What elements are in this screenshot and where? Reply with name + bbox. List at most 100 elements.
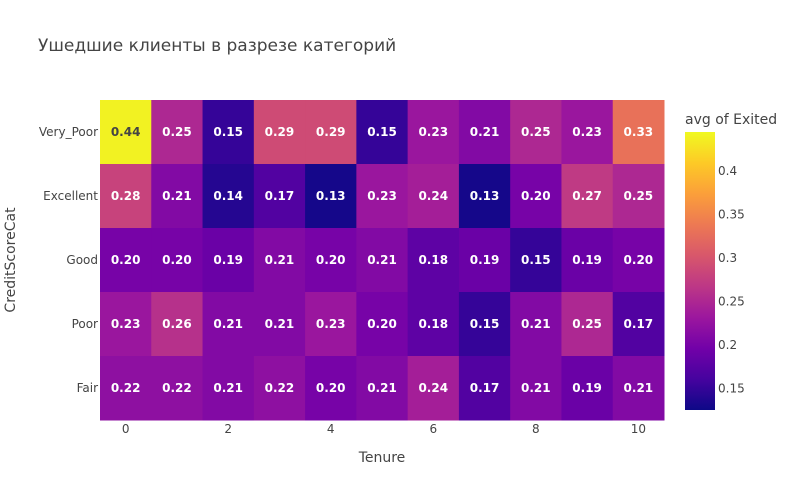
cell-value-label: 0.21 — [367, 381, 397, 395]
cell-value-label: 0.29 — [265, 125, 295, 139]
x-axis-ticks: 0 2 4 6 8 10 — [122, 422, 646, 436]
cell-value-label: 0.25 — [572, 317, 602, 331]
colorbar-tick-label: 0.35 — [718, 208, 745, 222]
heatmap-cell — [407, 356, 460, 421]
cell-value-label: 0.22 — [162, 381, 192, 395]
cell-value-label: 0.15 — [367, 125, 397, 139]
cell-value-label: 0.23 — [111, 317, 141, 331]
cell-value-label: 0.20 — [521, 189, 551, 203]
heatmap-cell — [510, 228, 562, 293]
cell-value-label: 0.17 — [265, 189, 295, 203]
heatmap-cell — [151, 356, 204, 421]
y-tick-label: Poor — [72, 317, 98, 331]
heatmap-cell — [202, 356, 255, 421]
cell-value-label: 0.20 — [316, 253, 346, 267]
cell-value-label: 0.27 — [572, 189, 602, 203]
cell-value-label: 0.21 — [162, 189, 192, 203]
y-tick-label: Fair — [77, 381, 98, 395]
heatmap-cell — [407, 228, 460, 293]
heatmap-cell — [407, 100, 460, 165]
colorbar-tick-label: 0.3 — [718, 251, 737, 265]
cell-value-label: 0.22 — [111, 381, 141, 395]
cell-value-label: 0.23 — [572, 125, 602, 139]
heatmap-cell — [305, 164, 357, 229]
colorbar-tick-label: 0.2 — [718, 338, 737, 352]
cell-value-label: 0.21 — [367, 253, 397, 267]
cell-value-label: 0.21 — [624, 381, 654, 395]
heatmap-cell — [510, 292, 562, 357]
x-tick-label: 0 — [122, 422, 130, 436]
cell-value-label: 0.26 — [162, 317, 192, 331]
cell-value-label: 0.19 — [572, 381, 602, 395]
cell-value-label: 0.25 — [162, 125, 192, 139]
heatmap-cell — [202, 100, 255, 165]
heatmap-cell — [253, 292, 306, 357]
heatmap-cell — [356, 164, 409, 229]
colorbar-tick-label: 0.4 — [718, 164, 737, 178]
x-tick-label: 6 — [429, 422, 437, 436]
cell-value-label: 0.21 — [213, 317, 243, 331]
heatmap-cell — [151, 100, 204, 165]
heatmap-cell — [151, 292, 204, 357]
colorbar-title: avg of Exited — [685, 112, 777, 128]
heatmap-cell — [458, 164, 511, 229]
x-tick-label: 8 — [532, 422, 540, 436]
cell-value-label: 0.20 — [162, 253, 192, 267]
colorbar — [685, 132, 715, 410]
heatmap-cell — [458, 228, 511, 293]
cell-value-label: 0.15 — [213, 125, 243, 139]
heatmap-cell — [458, 100, 511, 165]
heatmap-cell — [510, 100, 562, 165]
heatmap-cell — [458, 292, 511, 357]
cell-value-label: 0.21 — [213, 381, 243, 395]
cell-value-label: 0.28 — [111, 189, 141, 203]
y-tick-label: Good — [66, 253, 98, 267]
heatmap-cell — [612, 292, 665, 357]
cell-value-label: 0.22 — [265, 381, 295, 395]
cell-value-label: 0.21 — [470, 125, 500, 139]
y-tick-label: Very_Poor — [39, 125, 98, 139]
cell-value-label: 0.21 — [265, 317, 295, 331]
heatmap-cell — [100, 164, 152, 229]
heatmap-cell — [561, 292, 614, 357]
cell-value-label: 0.24 — [418, 189, 448, 203]
heatmap-cell — [561, 164, 614, 229]
colorbar-ticks: 0.15 0.2 0.25 0.3 0.35 0.4 — [718, 164, 745, 395]
cell-value-label: 0.21 — [521, 381, 551, 395]
heatmap-cell — [356, 356, 409, 421]
heatmap-cell — [356, 228, 409, 293]
heatmap-cell — [151, 228, 204, 293]
heatmap-cell — [510, 164, 562, 229]
heatmap-cell — [356, 292, 409, 357]
cell-value-label: 0.25 — [624, 189, 654, 203]
heatmap-cell — [561, 100, 614, 165]
x-tick-label: 10 — [631, 422, 646, 436]
heatmap-cell — [356, 100, 409, 165]
heatmap-cell — [202, 228, 255, 293]
heatmap-cell — [253, 356, 306, 421]
heatmap-cell — [561, 228, 614, 293]
cell-value-label: 0.23 — [316, 317, 346, 331]
cell-value-label: 0.14 — [213, 189, 243, 203]
cell-value-label: 0.23 — [418, 125, 448, 139]
cell-value-label: 0.20 — [367, 317, 397, 331]
cell-value-label: 0.19 — [213, 253, 243, 267]
cell-value-label: 0.21 — [521, 317, 551, 331]
heatmap-cell — [305, 356, 357, 421]
heatmap-cell — [100, 356, 152, 421]
heatmap-cell — [458, 356, 511, 421]
heatmap-cell — [612, 356, 665, 421]
cell-value-label: 0.20 — [316, 381, 346, 395]
cell-value-label: 0.13 — [470, 189, 500, 203]
cell-value-label: 0.29 — [316, 125, 346, 139]
colorbar-tick-label: 0.15 — [718, 381, 745, 395]
heatmap-cell — [202, 292, 255, 357]
cell-value-label: 0.15 — [521, 253, 551, 267]
cell-value-label: 0.44 — [111, 125, 141, 139]
chart-title: Ушедшие клиенты в разрезе категорий — [38, 36, 396, 56]
heatmap-cell — [561, 356, 614, 421]
heatmap-cell — [407, 292, 460, 357]
heatmap-cell — [612, 164, 665, 229]
cell-value-label: 0.18 — [418, 317, 448, 331]
y-axis-title: CreditScoreCat — [3, 207, 19, 313]
